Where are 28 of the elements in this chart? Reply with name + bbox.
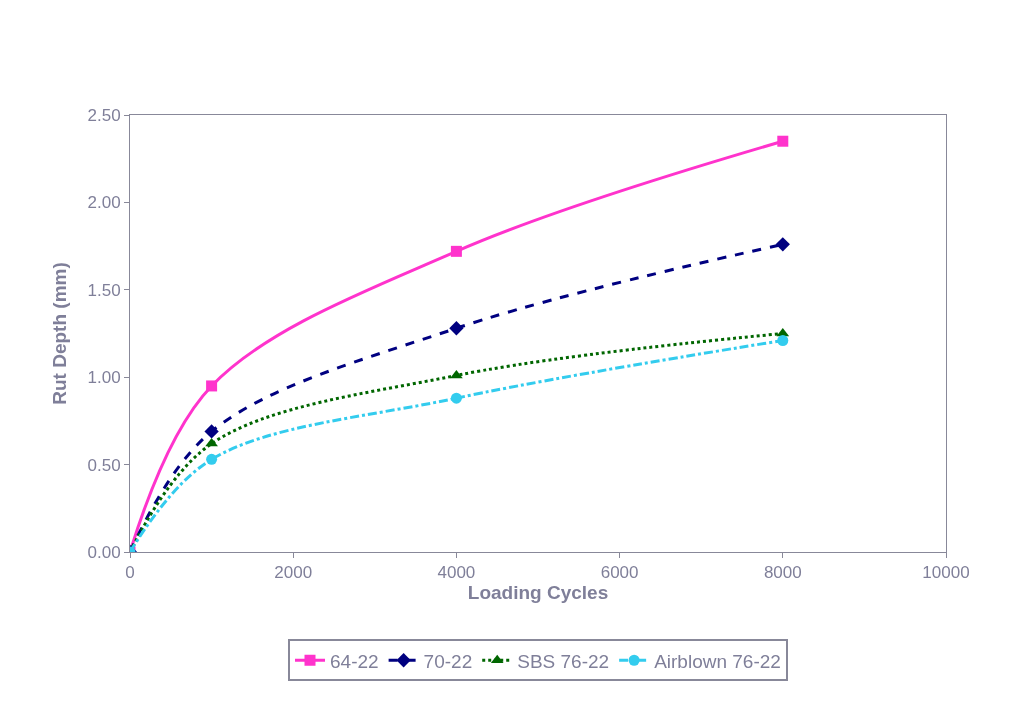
point [777, 135, 789, 147]
legend-label: SBS 76-22 [517, 650, 610, 672]
y-tick-label: 0.50 [87, 455, 121, 475]
point [775, 237, 790, 252]
x-tick-label: 4000 [437, 563, 476, 583]
y-tick-label: 0.00 [87, 542, 121, 562]
y-tick-label: 1.00 [87, 368, 121, 388]
x-tick-label: 6000 [600, 563, 639, 583]
legend-label: 64-22 [330, 650, 379, 672]
x-axis-title: Loading Cycles [467, 582, 609, 604]
y-axis-title: Rut Depth (mm) [49, 262, 71, 405]
x-tick-label: 0 [125, 563, 135, 583]
point [450, 245, 462, 257]
y-tick-label: 2.50 [87, 105, 121, 125]
point [204, 424, 219, 439]
point [206, 380, 218, 392]
legend-label: 70-22 [423, 650, 473, 672]
point [206, 453, 218, 465]
legend-label: Airblown 76-22 [654, 650, 781, 672]
x-tick-label: 8000 [763, 563, 802, 583]
point [777, 334, 789, 346]
x-tick-label: 10000 [922, 563, 970, 583]
point [450, 392, 462, 404]
point [449, 321, 464, 336]
y-tick-label: 1.50 [87, 280, 121, 300]
point [450, 369, 463, 379]
x-tick-label: 2000 [274, 563, 313, 583]
y-tick-label: 2.00 [87, 193, 121, 213]
